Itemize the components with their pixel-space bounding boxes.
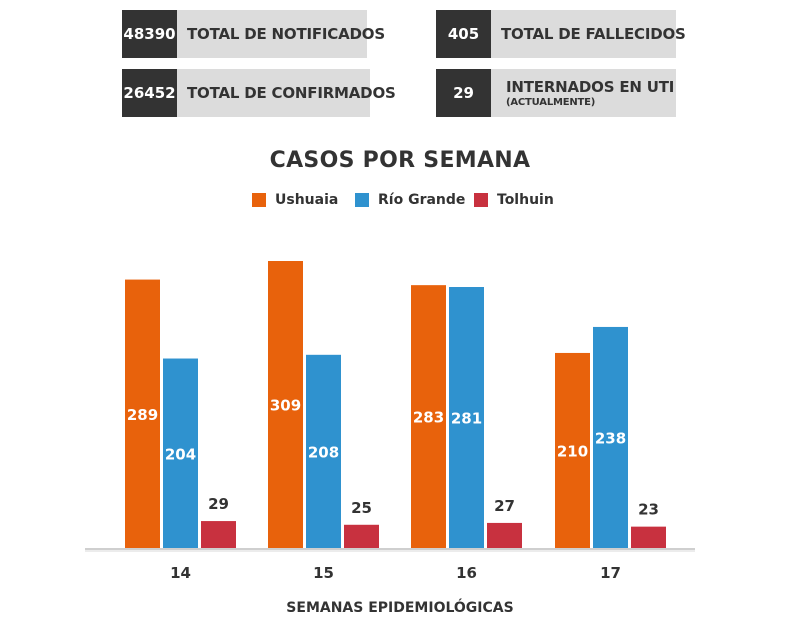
stat-confirmados-label-text: TOTAL DE CONFIRMADOS — [187, 84, 396, 102]
x-tick-label-15: 15 — [313, 564, 334, 582]
legend-swatch-tolhuin — [474, 193, 488, 207]
x-tick-label-14: 14 — [170, 564, 191, 582]
stat-uti-value: 29 — [436, 69, 491, 117]
stat-notificados: 48390 TOTAL DE NOTIFICADOS — [122, 10, 385, 58]
bar-ushuaia-14 — [125, 279, 160, 548]
stat-fallecidos-label-text: TOTAL DE FALLECIDOS — [501, 25, 686, 43]
bar-rio-grande-15 — [306, 354, 341, 548]
stat-uti-label: INTERNADOS EN UTI (ACTUALMENTE) — [506, 69, 675, 117]
bar-tolhuin-16 — [487, 522, 522, 548]
legend-label-ushuaia: Ushuaia — [275, 192, 339, 208]
bar-ushuaia-15 — [268, 261, 303, 548]
data-label-rio-grande-16: 281 — [451, 410, 482, 428]
legend-label-rio-grande: Río Grande — [378, 192, 466, 208]
bar-ushuaia-16 — [411, 285, 446, 548]
stat-confirmados-value: 26452 — [122, 69, 177, 117]
data-label-rio-grande-15: 208 — [308, 443, 339, 461]
bar-tolhuin-17 — [631, 526, 666, 548]
data-label-tolhuin-14: 29 — [208, 495, 229, 513]
data-label-ushuaia-17: 210 — [557, 442, 588, 460]
legend-item-ushuaia: Ushuaia — [252, 192, 338, 208]
stat-fallecidos: 405 TOTAL DE FALLECIDOS — [436, 10, 686, 58]
legend-label-tolhuin: Tolhuin — [497, 192, 554, 208]
stat-notificados-label-text: TOTAL DE NOTIFICADOS — [187, 25, 385, 43]
bar-tolhuin-15 — [344, 524, 379, 548]
stat-notificados-label: TOTAL DE NOTIFICADOS — [187, 10, 385, 58]
x-axis-title: SEMANAS EPIDEMIOLÓGICAS — [286, 600, 514, 616]
stat-confirmados: 26452 TOTAL DE CONFIRMADOS — [122, 69, 396, 117]
chart-title: CASOS POR SEMANA — [269, 148, 531, 173]
x-axis-line — [85, 548, 695, 550]
data-label-ushuaia-14: 289 — [127, 406, 158, 424]
stat-fallecidos-label: TOTAL DE FALLECIDOS — [501, 10, 686, 58]
data-label-ushuaia-16: 283 — [413, 409, 444, 427]
bar-rio-grande-14 — [163, 358, 198, 548]
data-label-ushuaia-15: 309 — [270, 397, 301, 415]
data-label-tolhuin-15: 25 — [351, 499, 372, 517]
chart-legend: Ushuaia Río Grande Tolhuin — [0, 192, 800, 214]
data-label-rio-grande-14: 204 — [165, 445, 196, 463]
legend-swatch-ushuaia — [252, 193, 266, 207]
legend-item-rio-grande: Río Grande — [355, 192, 465, 208]
legend-item-tolhuin: Tolhuin — [474, 192, 554, 208]
bar-tolhuin-14 — [201, 521, 236, 548]
stat-fallecidos-value: 405 — [436, 10, 491, 58]
bar-ushuaia-17 — [555, 352, 590, 548]
data-label-tolhuin-16: 27 — [494, 497, 515, 515]
stat-uti-label-text: INTERNADOS EN UTI — [506, 78, 675, 96]
bar-rio-grande-16 — [449, 287, 484, 548]
stat-uti: 29 INTERNADOS EN UTI (ACTUALMENTE) — [436, 69, 676, 117]
stat-confirmados-label: TOTAL DE CONFIRMADOS — [187, 69, 396, 117]
x-tick-label-17: 17 — [600, 564, 621, 582]
x-axis-shadow — [85, 550, 695, 552]
data-label-tolhuin-17: 23 — [638, 501, 659, 519]
data-label-rio-grande-17: 238 — [595, 429, 626, 447]
legend-swatch-rio-grande — [355, 193, 369, 207]
stat-notificados-value: 48390 — [122, 10, 177, 58]
stat-uti-sublabel: (ACTUALMENTE) — [506, 97, 596, 108]
x-tick-label-16: 16 — [456, 564, 477, 582]
bar-rio-grande-17 — [593, 326, 628, 548]
